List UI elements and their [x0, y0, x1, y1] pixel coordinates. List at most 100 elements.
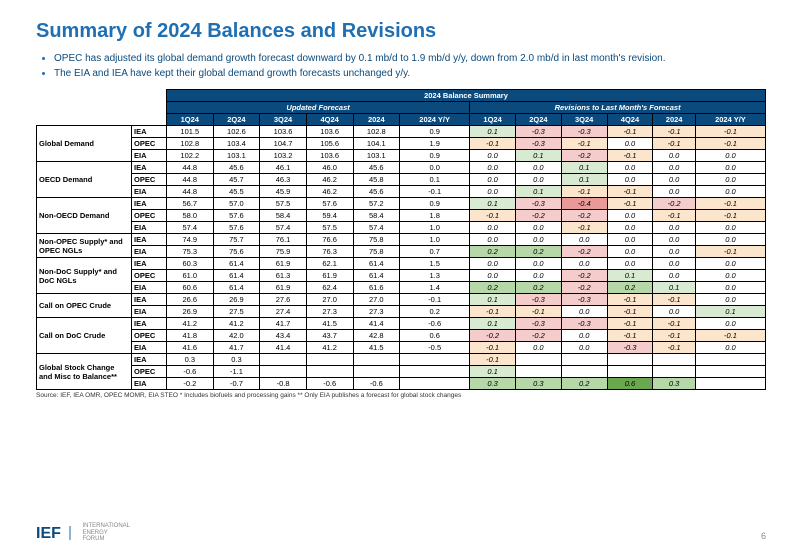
revision-cell: 0.2: [515, 246, 561, 258]
forecast-cell: 43.4: [260, 330, 307, 342]
revision-cell: 0.0: [653, 306, 696, 318]
revision-cell: 0.0: [607, 222, 653, 234]
agency-cell: OPEC: [132, 270, 167, 282]
page-number: 6: [761, 531, 766, 541]
forecast-cell: 27.5: [213, 306, 260, 318]
forecast-cell: 103.2: [260, 150, 307, 162]
revision-cell: -0.1: [607, 318, 653, 330]
hdr-right: Revisions to Last Month's Forecast: [470, 102, 766, 114]
forecast-cell: 41.8: [167, 330, 214, 342]
forecast-cell: -0.6: [400, 318, 470, 330]
forecast-cell: 56.7: [167, 198, 214, 210]
revision-cell: 0.1: [653, 282, 696, 294]
revision-cell: 0.0: [470, 150, 516, 162]
revision-cell: [607, 354, 653, 366]
revision-cell: 0.0: [607, 246, 653, 258]
agency-cell: EIA: [132, 246, 167, 258]
forecast-cell: 103.6: [306, 150, 353, 162]
forecast-cell: [260, 366, 307, 378]
agency-cell: EIA: [132, 378, 167, 390]
revision-cell: [515, 366, 561, 378]
forecast-cell: 26.9: [213, 294, 260, 306]
revision-cell: -0.3: [515, 138, 561, 150]
revision-cell: 0.0: [653, 162, 696, 174]
forecast-cell: 0.1: [400, 174, 470, 186]
forecast-cell: 41.4: [260, 342, 307, 354]
forecast-cell: 58.0: [167, 210, 214, 222]
revision-cell: -0.1: [470, 342, 516, 354]
forecast-cell: 26.6: [167, 294, 214, 306]
revision-cell: -0.1: [653, 318, 696, 330]
row-group-name: OECD Demand: [37, 162, 132, 198]
forecast-cell: 45.5: [213, 186, 260, 198]
revision-cell: 0.1: [515, 150, 561, 162]
forecast-cell: 60.3: [167, 258, 214, 270]
agency-cell: EIA: [132, 306, 167, 318]
forecast-cell: 1.0: [400, 222, 470, 234]
forecast-cell: 0.0: [400, 162, 470, 174]
revision-cell: -0.1: [607, 126, 653, 138]
agency-cell: EIA: [132, 186, 167, 198]
forecast-cell: 60.6: [167, 282, 214, 294]
forecast-cell: [400, 354, 470, 366]
revision-cell: 0.0: [653, 234, 696, 246]
revision-cell: [561, 366, 607, 378]
forecast-cell: 61.0: [167, 270, 214, 282]
revision-cell: 0.0: [515, 342, 561, 354]
revision-cell: -0.2: [515, 330, 561, 342]
revision-cell: 0.1: [515, 186, 561, 198]
forecast-cell: 1.5: [400, 258, 470, 270]
revision-cell: [515, 354, 561, 366]
forecast-cell: 41.5: [306, 318, 353, 330]
revision-cell: [695, 354, 765, 366]
forecast-cell: 103.1: [353, 150, 400, 162]
forecast-cell: 57.4: [167, 222, 214, 234]
revision-cell: 0.1: [470, 198, 516, 210]
revision-cell: -0.1: [653, 342, 696, 354]
revision-cell: 0.0: [653, 150, 696, 162]
forecast-cell: -1.1: [213, 366, 260, 378]
bullet-list: OPEC has adjusted its global demand grow…: [36, 53, 766, 79]
forecast-cell: 58.4: [353, 210, 400, 222]
forecast-cell: 45.7: [213, 174, 260, 186]
forecast-cell: 27.6: [260, 294, 307, 306]
revision-cell: [653, 366, 696, 378]
revision-cell: 0.0: [695, 294, 765, 306]
forecast-cell: 45.8: [353, 174, 400, 186]
revision-cell: 0.0: [561, 258, 607, 270]
revision-cell: 0.0: [561, 342, 607, 354]
revision-cell: -0.1: [470, 306, 516, 318]
revision-cell: -0.2: [653, 198, 696, 210]
revision-cell: 0.0: [515, 222, 561, 234]
forecast-cell: 46.2: [306, 174, 353, 186]
forecast-cell: 57.4: [353, 222, 400, 234]
revision-cell: 0.0: [607, 174, 653, 186]
forecast-cell: 0.3: [167, 354, 214, 366]
revision-cell: 0.0: [515, 174, 561, 186]
forecast-cell: 104.7: [260, 138, 307, 150]
revision-cell: 0.0: [695, 270, 765, 282]
forecast-cell: 57.5: [260, 198, 307, 210]
revision-cell: 0.0: [695, 150, 765, 162]
forecast-cell: 62.4: [306, 282, 353, 294]
revision-cell: 0.0: [470, 186, 516, 198]
forecast-cell: -0.7: [213, 378, 260, 390]
forecast-cell: 26.9: [167, 306, 214, 318]
forecast-cell: 46.3: [260, 174, 307, 186]
forecast-cell: 44.8: [167, 162, 214, 174]
revision-cell: -0.2: [561, 246, 607, 258]
forecast-cell: 46.0: [306, 162, 353, 174]
forecast-cell: 0.9: [400, 150, 470, 162]
revision-cell: -0.2: [561, 270, 607, 282]
revision-cell: -0.1: [470, 138, 516, 150]
revision-cell: 0.0: [515, 270, 561, 282]
bullet-1: OPEC has adjusted its global demand grow…: [54, 53, 766, 64]
agency-cell: OPEC: [132, 174, 167, 186]
revision-cell: -0.3: [561, 294, 607, 306]
revision-cell: -0.2: [561, 282, 607, 294]
forecast-cell: 45.9: [260, 186, 307, 198]
agency-cell: IEA: [132, 294, 167, 306]
forecast-cell: 27.3: [306, 306, 353, 318]
forecast-cell: -0.1: [400, 294, 470, 306]
forecast-cell: 41.6: [167, 342, 214, 354]
